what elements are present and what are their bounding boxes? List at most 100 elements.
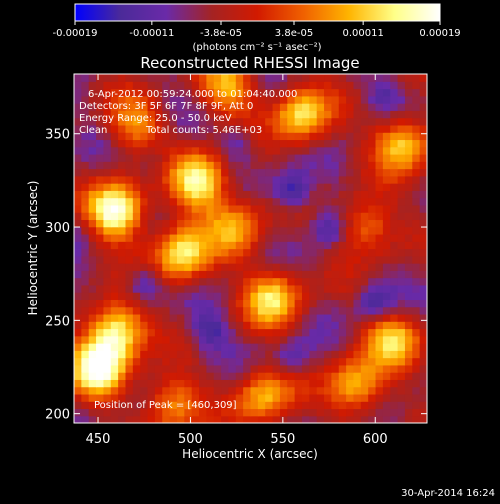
- heatmap-cell: [368, 233, 377, 242]
- heatmap-cell: [375, 124, 384, 133]
- heatmap-cell: [213, 95, 222, 104]
- heatmap-cell: [316, 81, 325, 90]
- heatmap-cell: [309, 393, 318, 402]
- heatmap-cell: [309, 175, 318, 184]
- heatmap-cell: [375, 175, 384, 184]
- heatmap-cell: [199, 175, 207, 184]
- heatmap-cell: [316, 226, 325, 235]
- heatmap-cell: [243, 299, 252, 308]
- heatmap-cell: [132, 219, 141, 228]
- heatmap-cell: [324, 350, 332, 359]
- heatmap-cell: [235, 379, 244, 388]
- heatmap-cell: [265, 183, 274, 191]
- heatmap-cell: [301, 270, 310, 279]
- heatmap-cell: [235, 357, 244, 366]
- heatmap-cell: [184, 255, 193, 264]
- heatmap-cell: [191, 117, 200, 126]
- heatmap-cell: [74, 357, 82, 366]
- heatmap-cell: [316, 153, 325, 162]
- heatmap-cell: [375, 306, 384, 315]
- heatmap-cell: [228, 183, 237, 191]
- heatmap-cell: [199, 299, 207, 308]
- heatmap-cell: [125, 117, 134, 126]
- heatmap-cell: [250, 241, 259, 250]
- heatmap-cell: [132, 321, 141, 330]
- heatmap-cell: [397, 168, 406, 177]
- heatmap-cell: [419, 321, 427, 330]
- heatmap-cell: [419, 219, 427, 228]
- heatmap-cell: [243, 415, 252, 423]
- heatmap-cell: [184, 248, 193, 257]
- heatmap-cell: [147, 306, 156, 315]
- heatmap-cell: [382, 357, 391, 366]
- heatmap-cell: [140, 364, 149, 373]
- heatmap-cell: [404, 153, 413, 162]
- heatmap-cell: [404, 103, 413, 111]
- heatmap-cell: [324, 277, 332, 286]
- heatmap-cell: [404, 255, 413, 264]
- heatmap-cell: [324, 95, 332, 104]
- heatmap-cell: [125, 386, 134, 395]
- heatmap-cell: [301, 153, 310, 162]
- heatmap-cell: [154, 161, 163, 170]
- heatmap-cell: [375, 161, 384, 170]
- heatmap-cell: [154, 233, 163, 242]
- heatmap-cell: [199, 226, 207, 235]
- heatmap-cell: [272, 212, 281, 221]
- heatmap-cell: [243, 364, 252, 373]
- heatmap-cell: [96, 415, 105, 423]
- heatmap-cell: [199, 241, 207, 250]
- heatmap-cell: [272, 132, 281, 141]
- heatmap-cell: [309, 74, 318, 82]
- heatmap-cell: [103, 292, 112, 300]
- heatmap-cell: [279, 197, 288, 206]
- heatmap-cell: [243, 153, 252, 162]
- heatmap-cell: [331, 103, 340, 111]
- heatmap-cell: [88, 219, 97, 228]
- heatmap-cell: [368, 139, 377, 148]
- heatmap-cell: [154, 117, 163, 126]
- heatmap-cell: [132, 343, 141, 351]
- heatmap-cell: [250, 284, 259, 293]
- heatmap-cell: [316, 124, 325, 133]
- heatmap-cell: [118, 343, 127, 351]
- heatmap-cell: [147, 335, 156, 344]
- heatmap-cell: [338, 313, 347, 322]
- heatmap-cell: [360, 146, 369, 155]
- heatmap-cell: [169, 139, 178, 148]
- heatmap-cell: [140, 226, 149, 235]
- heatmap-cell: [140, 197, 149, 206]
- heatmap-cell: [191, 139, 200, 148]
- heatmap-cell: [81, 263, 90, 271]
- heatmap-cell: [169, 74, 178, 82]
- heatmap-cell: [176, 81, 185, 90]
- heatmap-cell: [206, 117, 215, 126]
- heatmap-cell: [316, 321, 325, 330]
- heatmap-cell: [279, 161, 288, 170]
- heatmap-cell: [382, 204, 391, 213]
- heatmap-cell: [279, 175, 288, 184]
- heatmap-cell: [191, 226, 200, 235]
- heatmap-cell: [272, 292, 281, 300]
- heatmap-cell: [309, 226, 318, 235]
- heatmap-cell: [140, 183, 149, 191]
- heatmap-cell: [103, 190, 112, 199]
- heatmap-cell: [184, 263, 193, 271]
- heatmap-cell: [162, 197, 171, 206]
- heatmap-cell: [404, 219, 413, 228]
- heatmap-cell: [169, 197, 178, 206]
- heatmap-cell: [390, 146, 399, 155]
- heatmap-cell: [118, 277, 127, 286]
- heatmap-cell: [235, 110, 244, 119]
- heatmap-cell: [132, 270, 141, 279]
- heatmap-cell: [184, 212, 193, 221]
- heatmap-cell: [176, 379, 185, 388]
- heatmap-cell: [412, 233, 421, 242]
- heatmap-cell: [125, 372, 134, 380]
- heatmap-cell: [110, 270, 119, 279]
- heatmap-cell: [103, 248, 112, 257]
- heatmap-cell: [243, 124, 252, 133]
- heatmap-cell: [213, 343, 222, 351]
- heatmap-cell: [199, 357, 207, 366]
- heatmap-cell: [301, 139, 310, 148]
